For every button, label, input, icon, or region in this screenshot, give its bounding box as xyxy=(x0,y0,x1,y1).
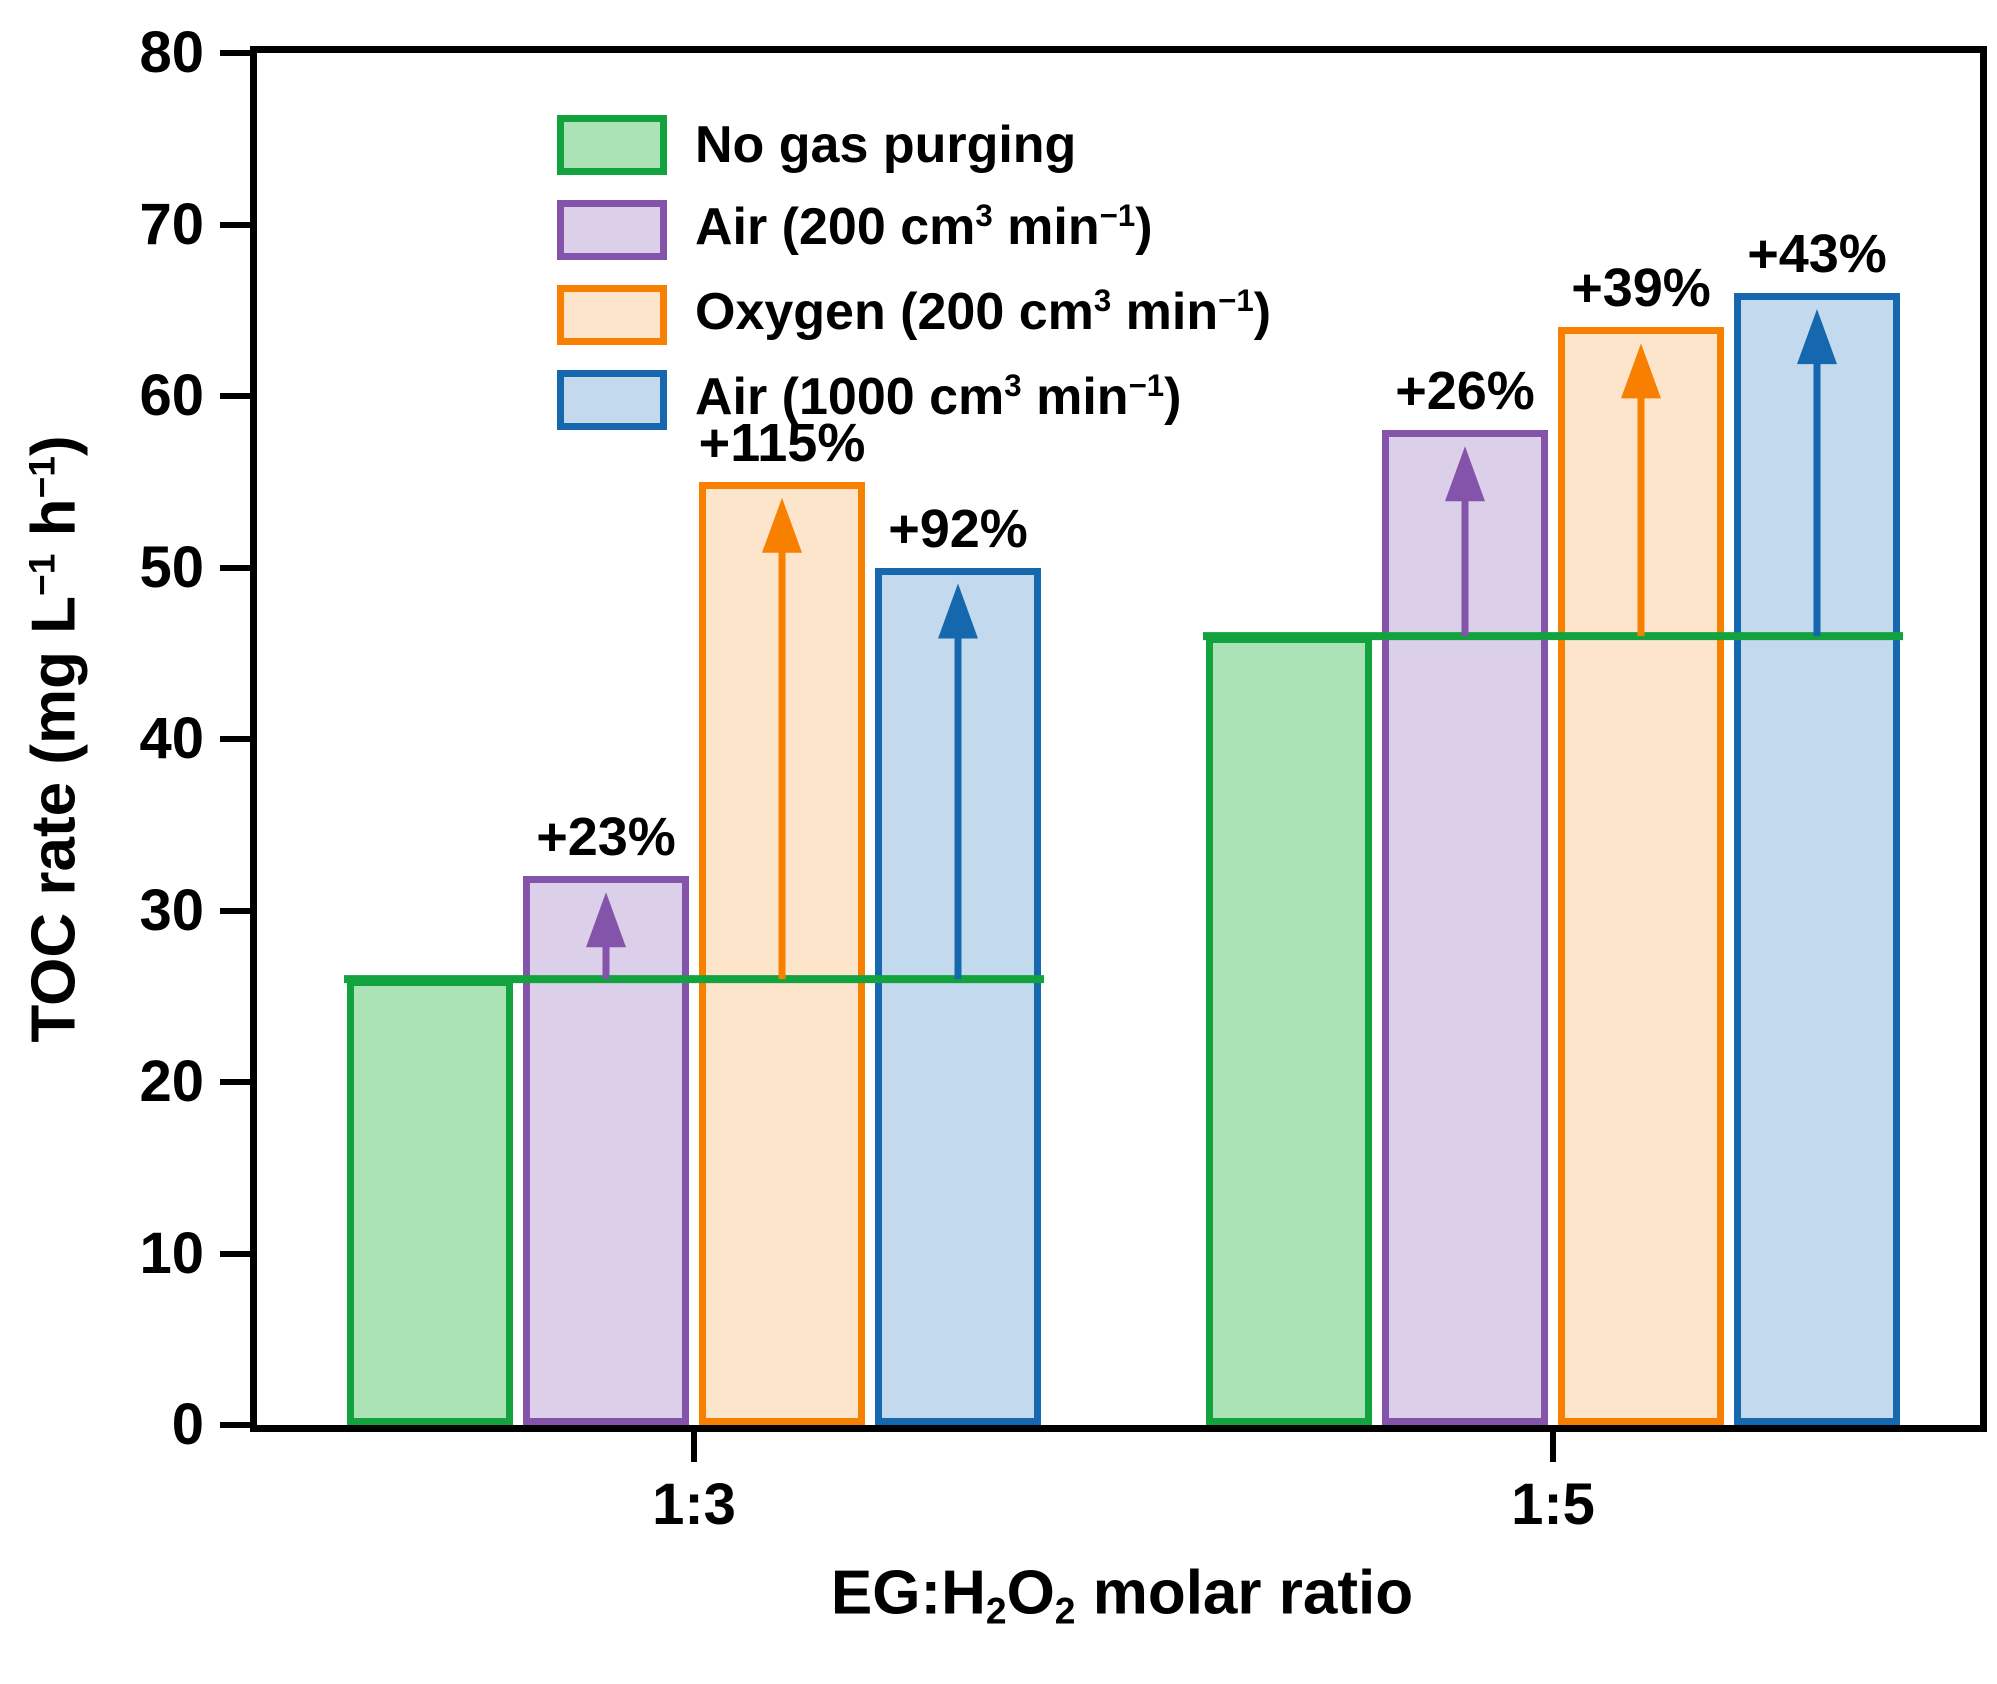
legend-label-air-200: Air (200 cm3 min−1) xyxy=(695,197,1153,256)
percent-label-1-5-series-1: +26% xyxy=(1395,361,1535,422)
y-tick-mark xyxy=(220,1079,250,1085)
x-axis-title: EG:H2O2 molar ratio xyxy=(830,1558,1414,1632)
annotations-layer: +23% +26% +115% +39% +92% +43% xyxy=(257,53,1980,1425)
x-tick-mark xyxy=(691,1432,697,1462)
x-tick-mark xyxy=(1550,1432,1556,1462)
y-tick-label: 80 xyxy=(139,20,204,85)
y-tick-mark xyxy=(220,736,250,742)
y-tick-mark xyxy=(220,907,250,914)
baseline-and-arrows-overlay xyxy=(344,309,1903,984)
y-tick-label: 20 xyxy=(139,1049,204,1114)
percent-label-1-3-series-1: +23% xyxy=(536,807,676,868)
legend-item-air-1000: Air (1000 cm3 min−1) xyxy=(557,367,1271,430)
percent-label-1-5-series-3: +43% xyxy=(1747,224,1887,285)
y-tick-mark xyxy=(220,1250,250,1257)
increase-arrow-head xyxy=(1621,343,1661,399)
legend-item-air-200: Air (200 cm3 min−1) xyxy=(557,197,1271,260)
y-tick-mark xyxy=(220,393,250,399)
y-tick-label: 10 xyxy=(139,1220,204,1286)
increase-arrow-head xyxy=(938,583,978,639)
legend-item-no-gas-purging: No gas purging xyxy=(557,115,1271,175)
legend-label-air-1000: Air (1000 cm3 min−1) xyxy=(695,367,1182,426)
percent-label-1-5-series-2: +39% xyxy=(1571,258,1711,319)
y-tick-mark xyxy=(220,564,250,571)
x-tick-label-1-5: 1:5 xyxy=(1511,1472,1595,1537)
percent-label-1-3-series-2: +115% xyxy=(698,412,866,473)
y-tick-label: 60 xyxy=(139,363,204,428)
y-tick-mark xyxy=(220,221,250,228)
x-tick-label-1-3: 1:3 xyxy=(652,1472,736,1537)
plot-area: +23% +26% +115% +39% +92% +43% No gas purging… xyxy=(250,46,1987,1432)
percent-label-1-3-series-3: +92% xyxy=(888,498,1028,559)
increase-arrow-head xyxy=(586,892,626,948)
legend: No gas purging Air (200 cm3 min−1) Oxygen … xyxy=(557,115,1271,455)
legend-swatch-air-200 xyxy=(557,200,667,260)
legend-swatch-oxygen-200 xyxy=(557,285,667,345)
y-tick-label: 40 xyxy=(139,706,204,771)
y-tick-label: 50 xyxy=(139,534,204,600)
legend-label-no-gas-purging: No gas purging xyxy=(695,116,1077,174)
increase-arrow-head xyxy=(1445,446,1485,502)
increase-arrow-head xyxy=(1797,309,1837,365)
legend-label-oxygen-200: Oxygen (200 cm3 min−1) xyxy=(695,282,1272,341)
legend-swatch-no-gas-purging xyxy=(557,115,667,175)
bar-1-5-series-0 xyxy=(1206,636,1372,1425)
legend-swatch-air-1000 xyxy=(557,370,667,430)
bar-1-3-series-0 xyxy=(347,979,513,1425)
y-tick-mark xyxy=(220,50,250,56)
y-tick-label: 30 xyxy=(139,877,204,943)
y-tick-label: 70 xyxy=(139,191,204,257)
legend-item-oxygen-200: Oxygen (200 cm3 min−1) xyxy=(557,282,1272,345)
increase-arrow-head xyxy=(762,497,802,553)
y-tick-label: 0 xyxy=(171,1392,204,1457)
y-tick-mark xyxy=(220,1422,250,1428)
